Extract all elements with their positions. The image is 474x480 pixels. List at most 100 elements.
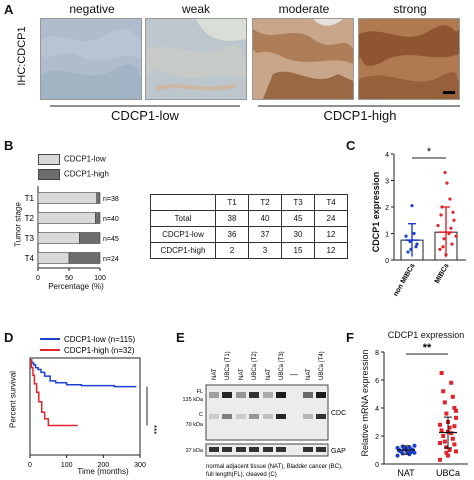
chart-b-svg: T1 n=38 T2 n=40 T3 n=45 T4 n=24 0 50 100	[25, 186, 119, 282]
c-dot	[442, 237, 446, 241]
legend-b-high-label: CDCP1-high	[64, 169, 109, 179]
b-x-tick-label: 100	[94, 275, 106, 282]
b-bar-high	[79, 232, 101, 244]
chart-f-svg: 0 2 4 6 8 NAT UBCa **	[375, 342, 468, 478]
c-dot	[448, 197, 452, 201]
e-lane-label: UBCa (T4)	[319, 351, 325, 380]
e-band-gapdh	[263, 447, 273, 452]
table-cell: T3	[281, 194, 315, 211]
table-cell: 12	[314, 242, 348, 259]
e-band-c	[222, 414, 232, 419]
f-dot-ubca	[452, 424, 457, 429]
b-category-label: T3	[25, 234, 35, 243]
table-row: CDCP1-low 36 37 30 12	[150, 226, 348, 243]
b-bar-high	[96, 192, 101, 204]
c-dot	[406, 250, 410, 254]
e-band-c	[209, 414, 219, 419]
c-dot	[454, 234, 458, 238]
e-band-fl	[303, 392, 313, 398]
ihc-image-negative	[40, 18, 142, 100]
b-category-label: T2	[25, 214, 35, 223]
e-marker-label: FL	[197, 389, 203, 395]
e-dash: —	[290, 370, 298, 379]
f-dot-nat	[395, 453, 400, 458]
f-dot-ubca	[441, 389, 446, 394]
b-n-label: n=38	[103, 196, 119, 203]
f-dot-ubca	[439, 428, 444, 433]
panel-d-xlabel: Time (months)	[77, 467, 129, 476]
table-cell: Total	[150, 210, 216, 227]
f-dot-ubca	[444, 411, 449, 416]
d-x-tick-label: 200	[97, 462, 109, 469]
panel-f-letter: F	[346, 330, 354, 345]
b-n-label: n=24	[103, 256, 119, 263]
legend-b-low-label: CDCP1-low	[64, 154, 106, 164]
f-y-tick-label: 2	[375, 434, 379, 441]
f-dot-ubca	[449, 380, 454, 385]
c-dot	[414, 245, 418, 249]
table-cell: 30	[281, 226, 315, 243]
d-legend-label: CDCP1-high (n=32)	[64, 346, 135, 355]
c-dot	[451, 210, 455, 214]
e-marker-label: 135 kDa	[183, 397, 204, 403]
table-cell: CDCP1-high	[150, 242, 216, 259]
d-significance: ***	[149, 425, 158, 434]
panel-a-brackets	[50, 105, 460, 107]
table-cell: T1	[215, 194, 249, 211]
e-band-gapdh	[303, 447, 313, 452]
e-lane-label: UBCa (T1)	[225, 351, 231, 380]
table-cell: 2	[215, 242, 249, 259]
ihc-image-strong	[358, 18, 460, 100]
f-dot-ubca	[454, 415, 458, 420]
e-lane-label: NAT	[239, 368, 245, 380]
e-band-c	[263, 414, 273, 419]
f-dot-ubca	[447, 448, 452, 452]
e-band-c	[316, 414, 326, 419]
e-marker-label: C	[199, 412, 203, 418]
chart-d-svg: 0 100 200 300 CDCP1-low (n=115) CDCP1-high (n…	[28, 335, 158, 469]
stage-table: T1 T2 T3 T4 Total 38 40 45 24 CDCP1-low …	[150, 194, 348, 259]
c-x-tick-label: non MIBCs	[392, 262, 416, 297]
f-dot-ubca	[447, 425, 452, 430]
c-dot	[404, 234, 408, 238]
f-y-tick-label: 6	[375, 378, 379, 385]
c-dot	[438, 247, 442, 251]
e-band-gapdh	[316, 447, 326, 452]
c-dot	[441, 245, 445, 249]
f-dot-ubca	[438, 457, 442, 462]
f-dot-ubca	[439, 371, 444, 375]
f-dot-ubca	[452, 442, 457, 447]
c-y-tick-label: 0	[385, 258, 389, 265]
table-cell: 3	[248, 242, 282, 259]
f-dot-ubca	[441, 434, 446, 438]
d-x-tick-label: 0	[28, 462, 32, 469]
ihc-texture-moderate	[253, 19, 353, 99]
f-dot-ubca	[442, 400, 447, 405]
e-lane-label: UBCa (T2)	[252, 351, 258, 380]
b-n-label: n=45	[103, 236, 119, 243]
table-cell: 45	[281, 210, 315, 227]
e-band-fl	[249, 392, 259, 398]
e-band-fl	[316, 392, 326, 398]
table-cell: 38	[215, 210, 249, 227]
panel-d-letter: D	[4, 330, 14, 345]
e-band-fl	[276, 392, 286, 398]
f-dot-ubca	[442, 439, 447, 444]
b-x-tick-label: 50	[65, 275, 73, 282]
e-lane-label: NAT	[212, 368, 218, 380]
legend-b-high: CDCP1-high	[38, 169, 109, 180]
f-dot-ubca	[446, 453, 450, 458]
panel-e-letter: E	[176, 330, 185, 345]
b-n-label: n=40	[103, 216, 119, 223]
b-bar-low	[37, 192, 98, 204]
e-band-label: CDCP1	[331, 410, 346, 417]
e-caption-line: normal adjacent tissue (NAT), Bladder ca…	[206, 464, 343, 470]
table-cell: T2	[248, 194, 282, 211]
f-dot-ubca	[452, 406, 457, 410]
legend-b-high-swatch	[38, 169, 60, 180]
c-dot	[436, 223, 440, 228]
panel-b-xlabel: Percentage (%)	[48, 282, 104, 291]
b-bar-low	[37, 232, 80, 244]
b-x-tick-label: 0	[36, 275, 40, 282]
c-x-tick-label: MIBCs	[434, 262, 451, 284]
